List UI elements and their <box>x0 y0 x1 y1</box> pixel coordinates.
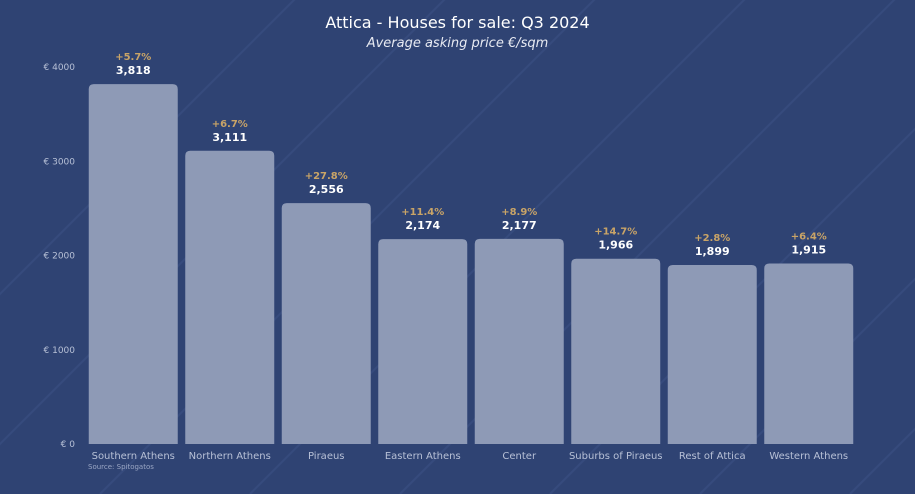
change-label: +5.7% <box>115 52 151 63</box>
value-label: 1,899 <box>695 245 730 258</box>
value-label: 2,556 <box>309 183 344 196</box>
change-label: +11.4% <box>401 207 444 218</box>
x-tick-label: Eastern Athens <box>385 451 461 462</box>
x-tick-label: Southern Athens <box>92 451 175 462</box>
x-tick-label: Center <box>502 451 537 462</box>
bar-eastern-athens <box>378 239 468 444</box>
value-label: 2,177 <box>502 219 537 232</box>
y-tick-label: € 2000 <box>44 252 76 262</box>
change-label: +6.7% <box>212 119 248 130</box>
x-tick-label: Western Athens <box>769 451 848 462</box>
change-label: +14.7% <box>594 227 637 238</box>
bar-suburbs-of-piraeus <box>571 258 661 444</box>
y-tick-label: € 1000 <box>44 346 76 356</box>
x-tick-label: Suburbs of Piraeus <box>569 451 663 462</box>
change-label: +2.8% <box>694 233 730 244</box>
change-label: +8.9% <box>501 207 537 218</box>
bar-center <box>474 238 564 444</box>
chart-subtitle: Average asking price €/sqm <box>366 36 549 51</box>
value-label: 1,915 <box>791 244 826 257</box>
bar-southern-athens <box>88 84 178 444</box>
x-tick-label: Rest of Attica <box>679 451 746 462</box>
y-tick-label: € 4000 <box>44 63 76 73</box>
bar-western-athens <box>764 263 854 444</box>
value-label: 3,818 <box>116 64 151 77</box>
value-label: 2,174 <box>405 219 440 232</box>
change-label: +27.8% <box>305 171 348 182</box>
y-tick-label: € 0 <box>61 440 76 450</box>
x-tick-label: Piraeus <box>308 451 345 462</box>
change-label: +6.4% <box>791 232 827 243</box>
x-tick-label: Northern Athens <box>189 451 271 462</box>
source-note: Source: Spitogatos <box>88 463 154 471</box>
chart-title: Attica - Houses for sale: Q3 2024 <box>325 13 590 32</box>
value-label: 3,111 <box>212 131 247 144</box>
bar-rest-of-attica <box>667 265 757 444</box>
bar-piraeus <box>281 203 371 444</box>
y-tick-label: € 3000 <box>44 157 76 167</box>
value-label: 1,966 <box>598 239 633 252</box>
bar-northern-athens <box>185 150 275 444</box>
